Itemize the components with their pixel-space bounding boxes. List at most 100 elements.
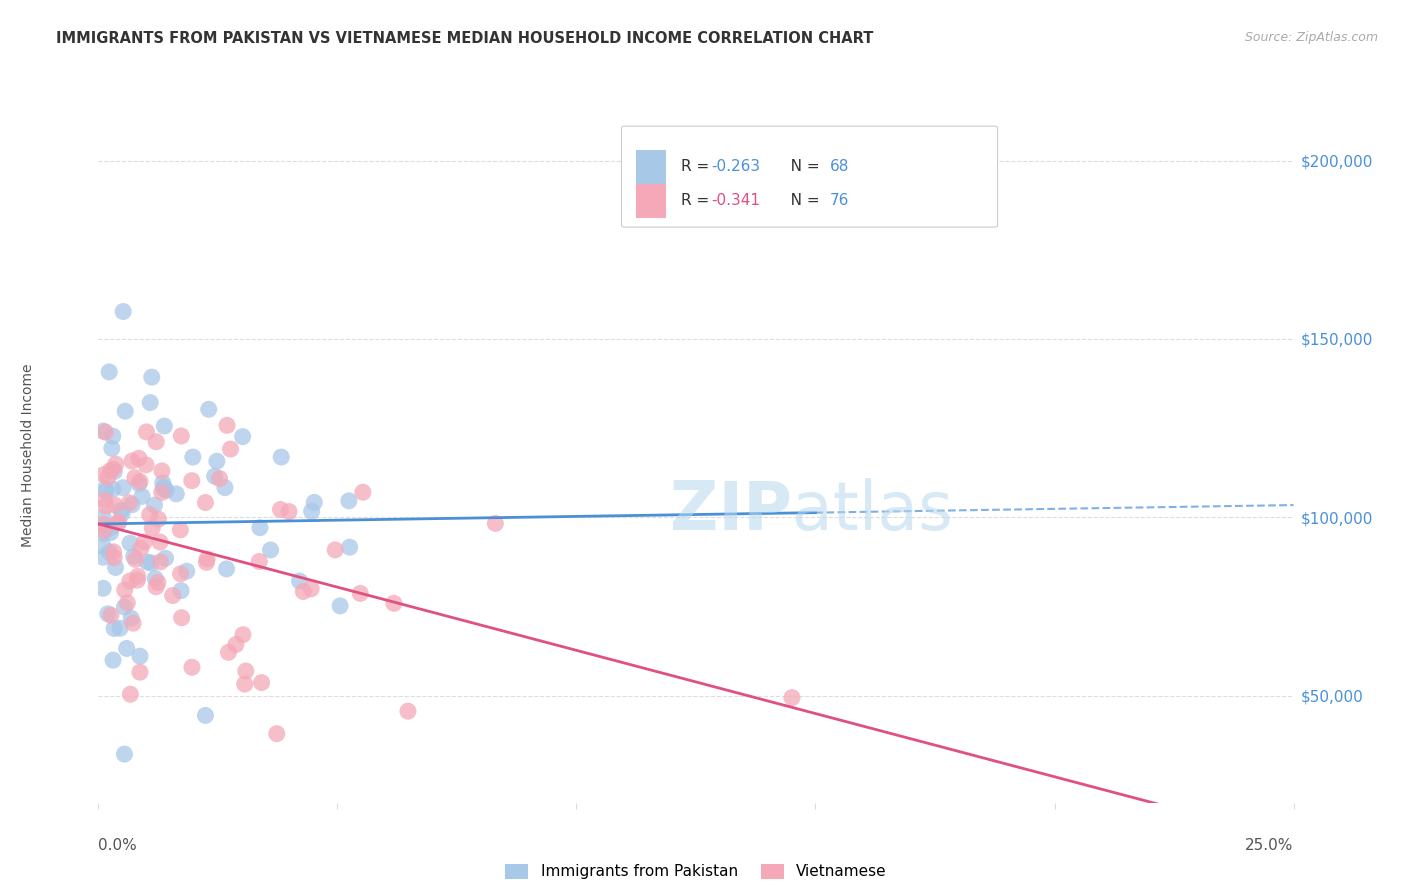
Point	[141, 370, 163, 384]
Point	[194, 495, 217, 509]
Point	[195, 552, 218, 566]
Point	[208, 472, 231, 486]
Point	[128, 476, 150, 491]
Point	[111, 507, 134, 521]
Point	[122, 549, 145, 564]
Point	[149, 555, 172, 569]
Point	[91, 550, 114, 565]
Point	[91, 582, 114, 596]
Point	[101, 429, 124, 443]
Point	[215, 562, 238, 576]
Legend: Immigrants from Pakistan, Vietnamese: Immigrants from Pakistan, Vietnamese	[499, 857, 893, 886]
Text: 68: 68	[830, 160, 849, 174]
Point	[139, 556, 162, 570]
Point	[138, 508, 160, 522]
Point	[94, 482, 117, 496]
Point	[124, 552, 146, 566]
Point	[107, 516, 129, 530]
Point	[91, 517, 114, 532]
Point	[197, 402, 219, 417]
Point	[288, 574, 311, 588]
Text: 76: 76	[830, 194, 849, 209]
Point	[127, 569, 149, 583]
Point	[115, 641, 138, 656]
Point	[139, 395, 162, 409]
Point	[136, 555, 159, 569]
Point	[120, 687, 142, 701]
Point	[101, 462, 124, 476]
Point	[94, 499, 117, 513]
Point	[120, 611, 142, 625]
Point	[249, 521, 271, 535]
Point	[145, 434, 167, 449]
Point	[127, 573, 149, 587]
Text: N =: N =	[776, 160, 824, 174]
Point	[145, 580, 167, 594]
Point	[247, 554, 270, 568]
Point	[120, 536, 142, 550]
Point	[349, 586, 371, 600]
Point	[155, 551, 177, 566]
Point	[93, 523, 115, 537]
Point	[135, 458, 157, 472]
Text: R =: R =	[681, 194, 714, 209]
Point	[91, 424, 114, 438]
Point	[323, 542, 346, 557]
Point	[266, 727, 288, 741]
Point	[215, 418, 238, 433]
Point	[118, 574, 141, 588]
Point	[219, 442, 242, 456]
Point	[148, 512, 170, 526]
Point	[250, 675, 273, 690]
Point	[93, 467, 115, 482]
Point	[150, 464, 173, 478]
Point	[162, 589, 184, 603]
Point	[304, 495, 326, 509]
Point	[104, 457, 127, 471]
Point	[94, 425, 117, 439]
Point	[299, 582, 322, 596]
Point	[124, 471, 146, 485]
Text: 25.0%: 25.0%	[1246, 838, 1294, 854]
Point	[101, 482, 124, 496]
Point	[181, 660, 204, 674]
Text: IMMIGRANTS FROM PAKISTAN VS VIETNAMESE MEDIAN HOUSEHOLD INCOME CORRELATION CHART: IMMIGRANTS FROM PAKISTAN VS VIETNAMESE M…	[56, 31, 873, 46]
Point	[152, 480, 174, 494]
Text: ZIP: ZIP	[669, 477, 792, 543]
Point	[98, 545, 121, 559]
Point	[103, 622, 125, 636]
Text: R =: R =	[681, 160, 714, 174]
Point	[93, 493, 115, 508]
Point	[91, 539, 114, 553]
Point	[107, 516, 129, 530]
Point	[176, 564, 198, 578]
Point	[117, 596, 139, 610]
Point	[94, 484, 117, 499]
Point	[129, 541, 152, 556]
Point	[153, 482, 176, 496]
Point	[103, 550, 125, 565]
Point	[180, 474, 202, 488]
Point	[100, 521, 122, 535]
Text: 0.0%: 0.0%	[98, 838, 138, 854]
Point	[269, 502, 291, 516]
Point	[214, 481, 236, 495]
Point	[225, 638, 247, 652]
Text: Source: ZipAtlas.com: Source: ZipAtlas.com	[1244, 31, 1378, 45]
Point	[337, 493, 360, 508]
Point	[97, 470, 120, 484]
Point	[232, 628, 254, 642]
Point	[396, 704, 419, 718]
Point	[382, 596, 405, 610]
Point	[301, 504, 323, 518]
Point	[170, 583, 193, 598]
Point	[98, 365, 121, 379]
Point	[780, 690, 803, 705]
Point	[122, 616, 145, 631]
Point	[170, 610, 193, 624]
Point	[97, 607, 120, 621]
Point	[91, 526, 114, 541]
Point	[108, 621, 131, 635]
Point	[100, 608, 122, 623]
Point	[104, 560, 127, 574]
